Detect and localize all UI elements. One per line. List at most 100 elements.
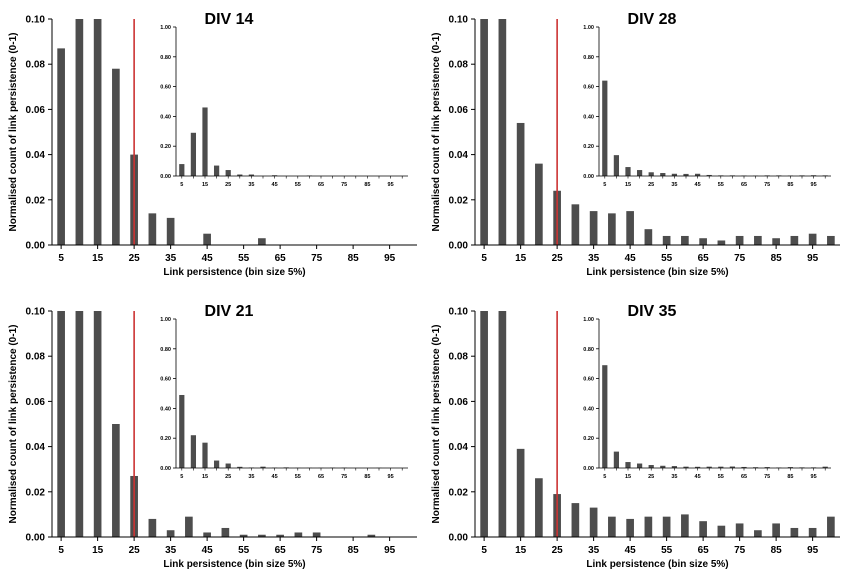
inset-y-tick-label: 0.20 [160, 436, 171, 442]
x-axis-label: Link persistence (bin size 5%) [586, 267, 728, 278]
bar [75, 311, 84, 537]
inset-bar [625, 167, 631, 176]
y-tick-label: 0.06 [26, 397, 46, 408]
bar [754, 235, 762, 245]
x-tick-label: 45 [202, 545, 214, 556]
inset-y-tick-label: 0.60 [160, 85, 171, 91]
y-tick-label: 0.04 [449, 442, 469, 453]
y-axis-label: Normalised count of link persistence (0-… [8, 325, 19, 524]
x-tick-label: 5 [481, 545, 487, 556]
y-tick-label: 0.00 [26, 533, 46, 544]
x-tick-label: 65 [275, 253, 287, 264]
bar [367, 534, 376, 537]
bar [57, 48, 65, 245]
bar [258, 238, 266, 245]
x-tick-label: 95 [807, 545, 819, 556]
inset-bar [741, 466, 747, 468]
bar [480, 19, 488, 245]
bar [717, 240, 726, 245]
inset-x-tick-label: 65 [741, 182, 747, 188]
bar [827, 235, 835, 245]
y-tick-label: 0.06 [449, 105, 469, 116]
x-tick-label: 85 [771, 253, 783, 264]
chart-title: DIV 14 [205, 11, 254, 28]
inset-x-tick-label: 95 [811, 182, 817, 188]
bar [294, 532, 303, 537]
bar [498, 311, 507, 537]
inset-x-tick-label: 15 [625, 182, 631, 188]
x-tick-label: 75 [734, 253, 746, 264]
inset-x-tick-label: 15 [202, 474, 208, 480]
chart-panel: 0.00 0.02 0.04 0.06 0.08 0.10 5 15 25 35 45 55 65 75 8… [431, 11, 840, 278]
inset-x-tick-label: 55 [718, 182, 724, 188]
inset-x-tick-label: 5 [603, 474, 606, 480]
x-tick-label: 65 [275, 545, 287, 556]
inset-bar [787, 467, 794, 468]
inset-background [599, 319, 831, 468]
inset-bar [660, 465, 666, 468]
inset-bar [602, 80, 608, 176]
y-tick-label: 0.02 [26, 487, 46, 498]
inset-x-tick-label: 35 [248, 182, 254, 188]
chart-panel: 0.00 0.02 0.04 0.06 0.08 0.10 5 15 25 35 45 55 65 75 8… [431, 303, 840, 570]
inset-y-tick-label: 0.40 [583, 114, 594, 120]
bar [112, 68, 120, 245]
chart-title: DIV 35 [628, 303, 677, 320]
inset-y-tick-label: 0.40 [160, 114, 171, 120]
inset-bar [694, 173, 701, 176]
inset-x-tick-label: 35 [248, 474, 254, 480]
y-tick-label: 0.06 [26, 105, 46, 116]
bar [699, 521, 707, 537]
inset-bar [764, 467, 770, 468]
x-tick-label: 95 [807, 253, 819, 264]
bar [772, 238, 780, 245]
y-tick-label: 0.00 [449, 533, 469, 544]
inset-x-tick-label: 5 [180, 182, 183, 188]
inset-y-tick-label: 0.40 [583, 406, 594, 412]
inset-y-tick-label: 0.80 [160, 347, 171, 353]
bar [608, 213, 616, 245]
bar [166, 530, 175, 537]
inset-bar [179, 394, 185, 468]
x-tick-label: 15 [92, 545, 104, 556]
inset-bar [190, 132, 197, 176]
bar [166, 217, 175, 245]
bar [808, 233, 817, 245]
bar [203, 233, 211, 245]
inset-bar [729, 466, 736, 468]
x-tick-label: 75 [311, 253, 323, 264]
x-tick-label: 15 [92, 253, 104, 264]
bar [681, 235, 689, 245]
inset-y-tick-label: 0.60 [583, 377, 594, 383]
inset-background [599, 27, 831, 176]
inset-y-tick-label: 0.00 [160, 174, 171, 180]
inset-bar [822, 466, 828, 468]
inset-y-tick-label: 1.00 [583, 317, 594, 323]
inset-y-tick-label: 0.20 [583, 436, 594, 442]
bar [498, 19, 507, 245]
y-tick-label: 0.02 [449, 195, 469, 206]
inset-bar [225, 463, 231, 468]
x-tick-label: 5 [58, 253, 64, 264]
y-tick-label: 0.00 [26, 241, 46, 252]
inset-x-tick-label: 85 [787, 474, 793, 480]
inset-bar [660, 173, 666, 176]
inset-bar [683, 173, 689, 176]
inset-bar [213, 165, 220, 176]
y-axis-label: Normalised count of link persistence (0-… [431, 33, 442, 232]
y-tick-label: 0.02 [26, 195, 46, 206]
bar [75, 19, 84, 245]
bar [827, 516, 835, 537]
x-tick-label: 5 [58, 545, 64, 556]
x-tick-label: 55 [661, 545, 673, 556]
x-axis-label: Link persistence (bin size 5%) [586, 559, 728, 570]
bar [221, 527, 230, 537]
inset-chart: 0.00 0.20 0.40 0.60 0.80 1.00 5 15 25 35 45 55 65 75 8… [583, 25, 831, 188]
inset-bar [613, 155, 620, 176]
x-tick-label: 45 [625, 545, 637, 556]
inset-bar [718, 466, 724, 468]
x-tick-label: 55 [238, 253, 250, 264]
x-axis-label: Link persistence (bin size 5%) [163, 559, 305, 570]
x-tick-label: 95 [384, 253, 396, 264]
inset-bar [260, 466, 266, 468]
